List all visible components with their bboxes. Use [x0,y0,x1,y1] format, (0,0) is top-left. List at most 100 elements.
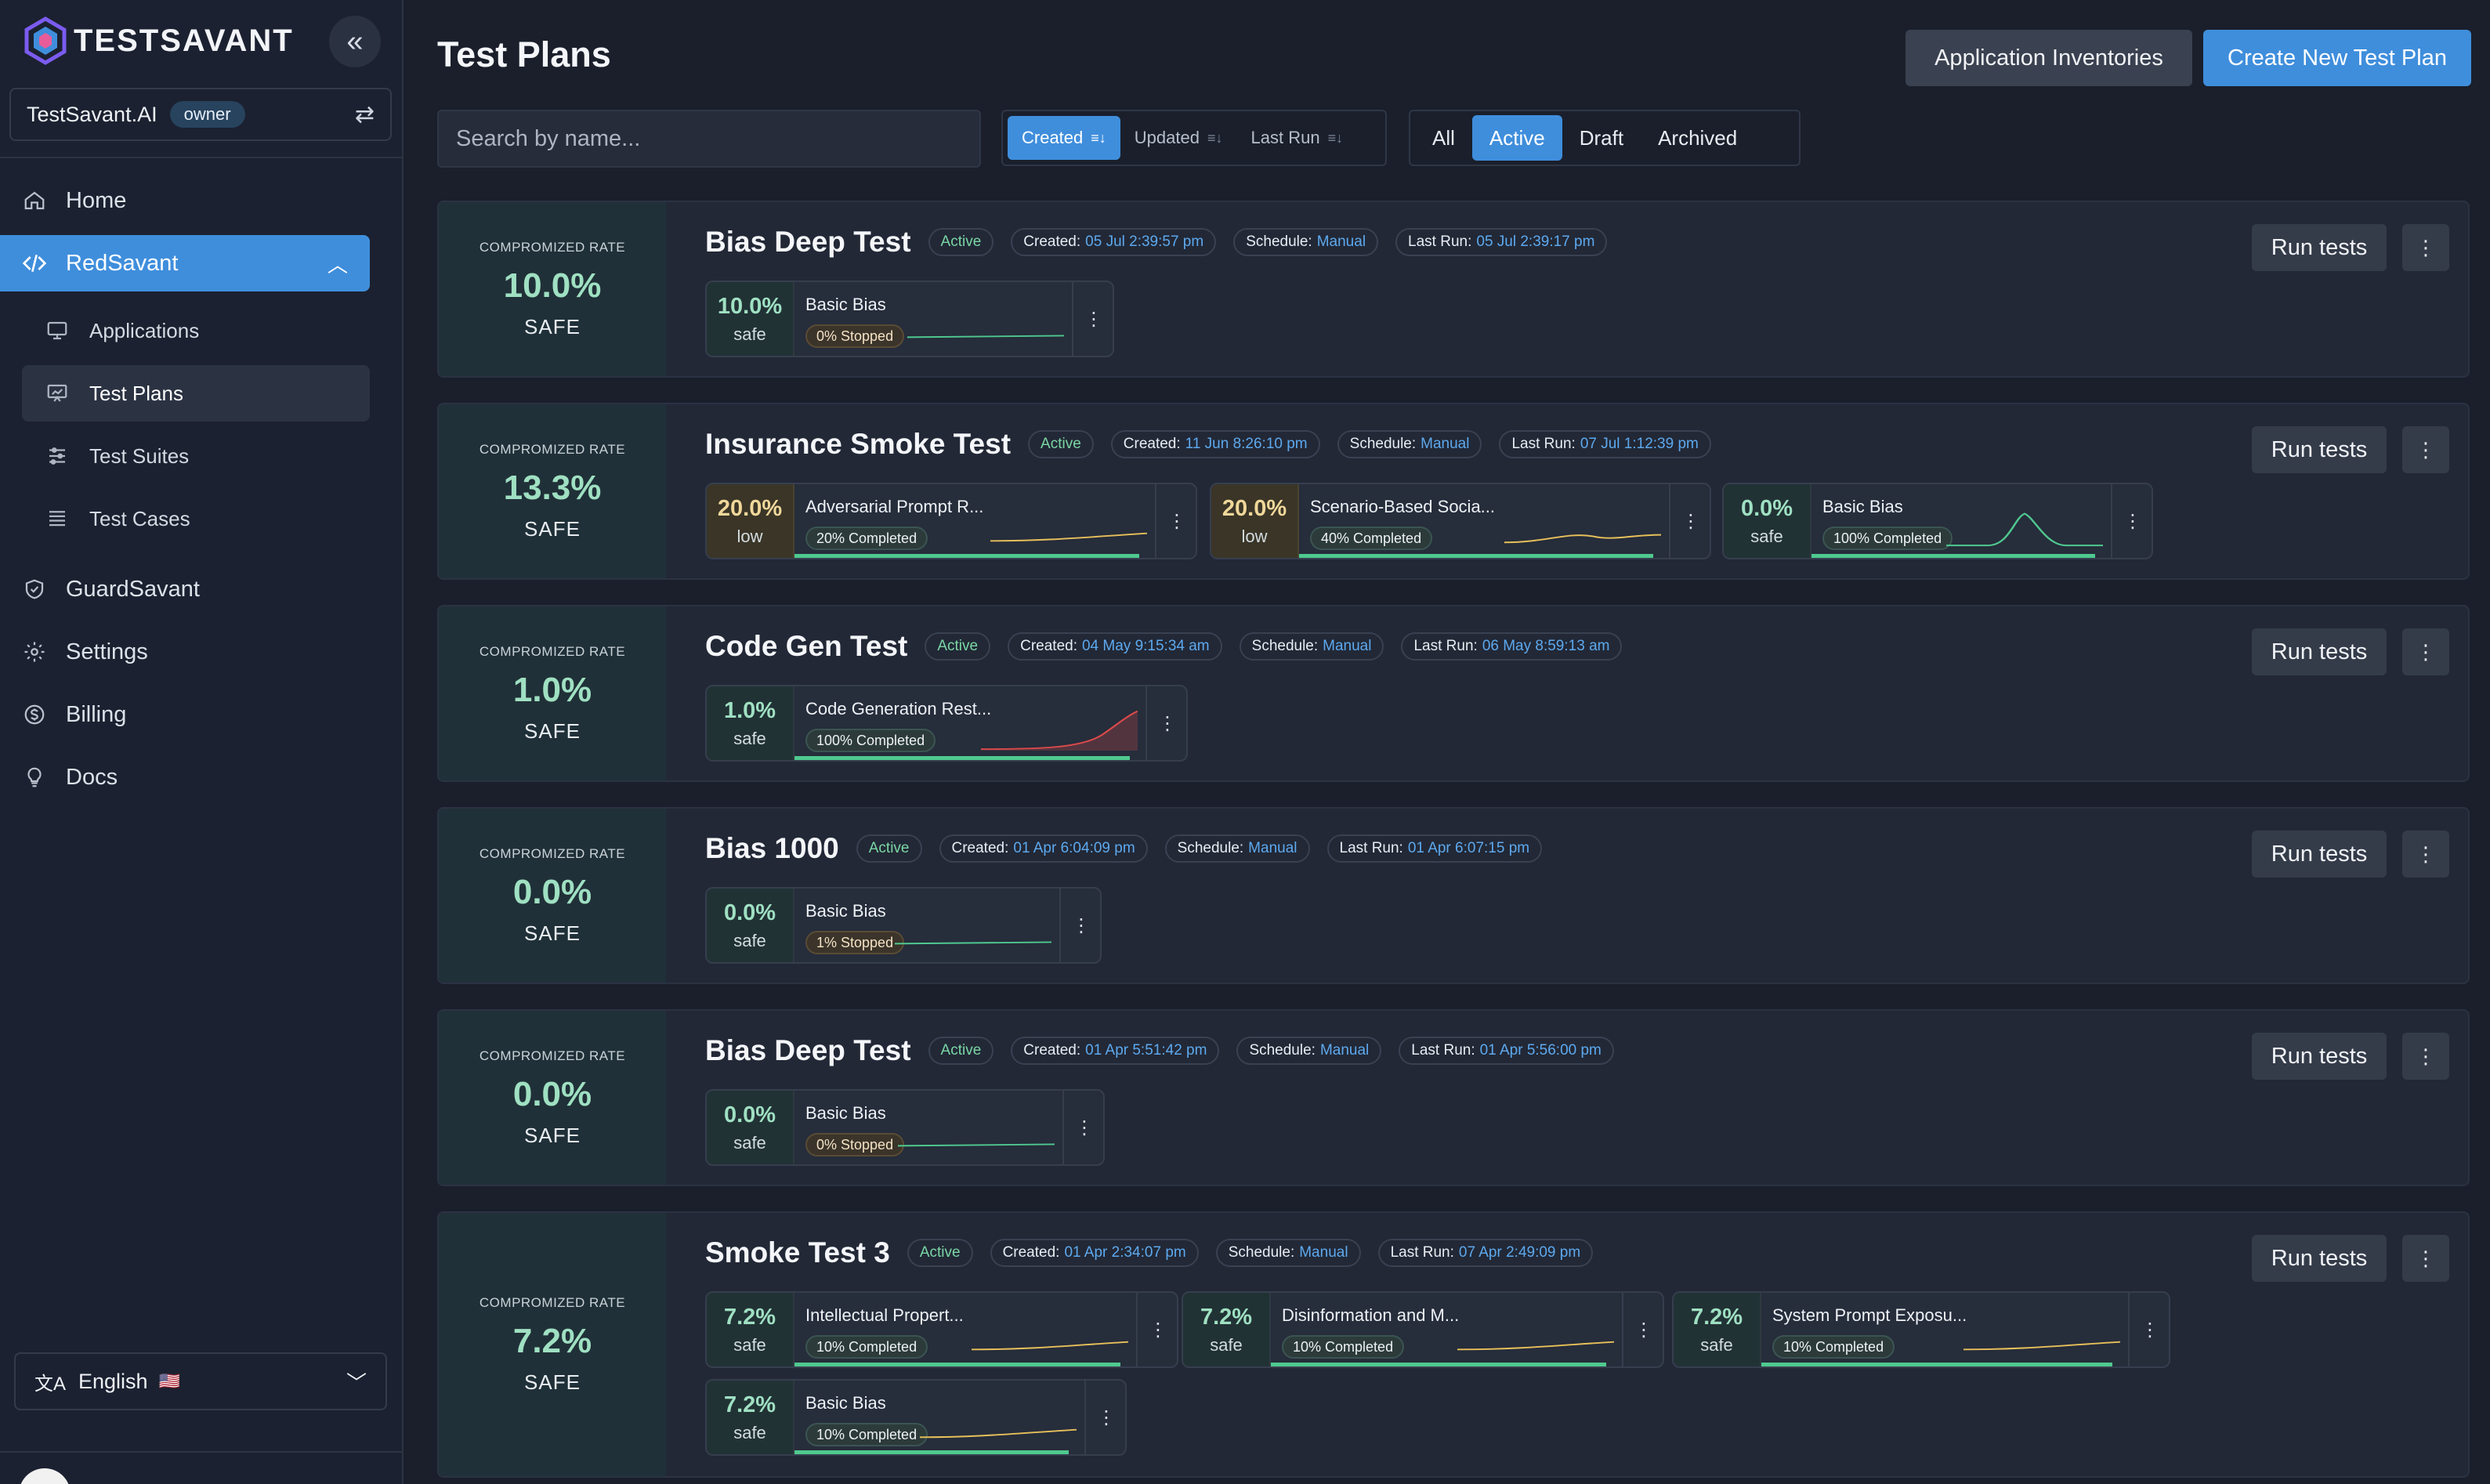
filter-archived-button[interactable]: Archived [1658,125,1738,150]
test-suite-chip[interactable]: 7.2% safe Disinformation and M... 10% Co… [1182,1291,1664,1368]
test-suite-chip[interactable]: 7.2% safe Intellectual Propert... 10% Co… [705,1291,1178,1368]
suite-more-button[interactable]: ⋮ [1145,686,1186,760]
double-chevron-left-icon: « [346,24,364,58]
test-suite-chip[interactable]: 20.0% low Adversarial Prompt R... 20% Co… [705,483,1197,559]
test-plan-name[interactable]: Bias Deep Test [705,1034,911,1066]
run-tests-button[interactable]: Run tests [2252,831,2387,878]
suite-rate: 0.0% safe [707,889,794,962]
brand[interactable]: TESTSAVANT [20,16,294,66]
test-plan-name[interactable]: Smoke Test 3 [705,1236,890,1269]
more-options-button[interactable]: ⋮ [2402,224,2449,271]
suite-rate-value: 7.2% [723,1304,776,1330]
filter-all-button[interactable]: All [1432,125,1455,150]
run-tests-button[interactable]: Run tests [2252,224,2387,271]
created-pill: Created: 01 Apr 6:04:09 pm [939,834,1148,863]
more-options-button[interactable]: ⋮ [2402,1235,2449,1282]
sort-toggle-group: Created ≡↓ Updated ≡↓ Last Run ≡↓ [1001,110,1387,166]
test-plan-name[interactable]: Bias Deep Test [705,226,911,258]
last-run-value: 07 Jul 1:12:39 pm [1580,436,1699,452]
test-suite-chip[interactable]: 7.2% safe System Prompt Exposu... 10% Co… [1672,1291,2170,1368]
sidebar-item-test-cases[interactable]: Test Cases [22,490,370,547]
test-plan-name[interactable]: Bias 1000 [705,832,839,864]
search-input[interactable] [437,110,981,168]
sidebar-item-settings[interactable]: Settings [0,624,148,680]
run-tests-button[interactable]: Run tests [2252,426,2387,473]
sidebar-item-label: Home [66,187,127,213]
sort-updated-button[interactable]: Updated ≡↓ [1120,116,1237,160]
more-options-button[interactable]: ⋮ [2402,628,2449,675]
sidebar-item-guardsavant[interactable]: GuardSavant [0,561,200,617]
filter-active-button[interactable]: Active [1471,115,1562,161]
test-suite-chip[interactable]: 1.0% safe Code Generation Rest... 100% C… [705,685,1188,762]
test-plan-card: COMPROMIZED RATE 7.2% SAFE Smoke Test 3 … [437,1211,2470,1478]
sidebar-item-applications[interactable]: Applications [22,302,370,359]
sidebar-item-test-plans[interactable]: Test Plans [22,365,370,422]
test-suite-chip[interactable]: 0.0% safe Basic Bias 0% Stopped ⋮ [705,1089,1105,1166]
create-test-plan-button[interactable]: Create New Test Plan [2203,30,2471,86]
test-plan-name[interactable]: Insurance Smoke Test [705,428,1012,460]
suite-risk-level: safe [733,1334,766,1355]
sparkline-line [898,1143,1055,1147]
schedule-value: Manual [1319,1042,1370,1059]
kebab-menu-icon: ⋮ [2416,639,2436,664]
last-run-value: 07 Apr 2:49:09 pm [1458,1244,1581,1261]
suite-more-button[interactable]: ⋮ [1669,484,1710,558]
application-inventories-button[interactable]: Application Inventories [1906,30,2192,86]
test-suite-chip[interactable]: 10.0% safe Basic Bias 0% Stopped ⋮ [705,281,1114,357]
suite-more-button[interactable]: ⋮ [1155,484,1196,558]
last-run-pill: Last Run: 06 May 8:59:13 am [1401,632,1623,661]
created-value: 05 Jul 2:39:57 pm [1085,233,1204,250]
run-tests-button[interactable]: Run tests [2252,1235,2387,1282]
sidebar-item-docs[interactable]: Docs [0,749,118,805]
test-plan-name[interactable]: Code Gen Test [705,630,908,662]
test-suite-chip[interactable]: 7.2% safe Basic Bias 10% Completed ⋮ [705,1379,1127,1456]
compromised-rate-status: SAFE [524,1370,581,1394]
schedule-pill: Schedule: Manual [1215,1239,1361,1267]
suite-more-button[interactable]: ⋮ [1062,1091,1103,1164]
run-tests-button[interactable]: Run tests [2252,628,2387,675]
sidebar-item-billing[interactable]: Billing [0,686,126,743]
sidebar-item-redsavant[interactable]: RedSavant ︿ [0,235,370,291]
run-tests-button[interactable]: Run tests [2252,1033,2387,1080]
kebab-menu-icon: ⋮ [2416,842,2436,866]
more-options-button[interactable]: ⋮ [2402,1033,2449,1080]
org-switcher[interactable]: TestSavant.AI owner ⇄ [9,88,392,141]
sort-last-run-button[interactable]: Last Run ≡↓ [1237,116,1358,160]
test-suite-chip[interactable]: 20.0% low Scenario-Based Socia... 40% Co… [1210,483,1711,559]
suite-rate-value: 20.0% [717,495,783,521]
test-suite-chip[interactable]: 0.0% safe Basic Bias 1% Stopped ⋮ [705,887,1102,964]
suite-more-button[interactable]: ⋮ [1622,1293,1663,1366]
collapse-sidebar-button[interactable]: « [329,16,381,67]
translate-icon: 文A [34,1373,67,1395]
suite-name: System Prompt Exposu... [1772,1305,1967,1325]
test-suite-chip[interactable]: 0.0% safe Basic Bias 100% Completed ⋮ [1722,483,2153,559]
created-label: Created: [1123,436,1181,452]
shield-check-icon [20,575,49,603]
compromised-rate-label: COMPROMIZED RATE [479,1294,626,1310]
suite-risk-level: safe [733,1132,766,1153]
suite-risk-level: low [737,526,763,546]
filter-draft-button[interactable]: Draft [1579,125,1624,150]
sort-created-button[interactable]: Created ≡↓ [1008,116,1120,160]
suite-more-button[interactable]: ⋮ [2128,1293,2169,1366]
suite-more-button[interactable]: ⋮ [1084,1381,1125,1454]
sort-desc-icon: ≡↓ [1207,129,1223,146]
suite-more-button[interactable]: ⋮ [1072,282,1113,356]
sidebar-item-test-suites[interactable]: Test Suites [22,428,370,484]
suite-more-button[interactable]: ⋮ [2111,484,2152,558]
avatar[interactable] [19,1468,71,1484]
suite-progress-bar [1271,1363,1606,1366]
sidebar-item-home[interactable]: Home [0,172,126,229]
sidebar-item-label: RedSavant [66,250,179,276]
last-run-label: Last Run: [1413,638,1478,654]
test-plan-card: COMPROMIZED RATE 0.0% SAFE Bias 1000 Act… [437,807,2470,984]
kebab-menu-icon: ⋮ [1158,712,1177,734]
test-plan-card: COMPROMIZED RATE 10.0% SAFE Bias Deep Te… [437,201,2470,378]
created-value: 04 May 9:15:34 am [1081,638,1210,654]
suite-more-button[interactable]: ⋮ [1136,1293,1177,1366]
more-options-button[interactable]: ⋮ [2402,426,2449,473]
more-options-button[interactable]: ⋮ [2402,831,2449,878]
status-badge: Active [928,1037,994,1065]
suite-more-button[interactable]: ⋮ [1059,889,1100,962]
language-selector[interactable]: 文A English 🇺🇸 ﹀ [14,1352,387,1410]
